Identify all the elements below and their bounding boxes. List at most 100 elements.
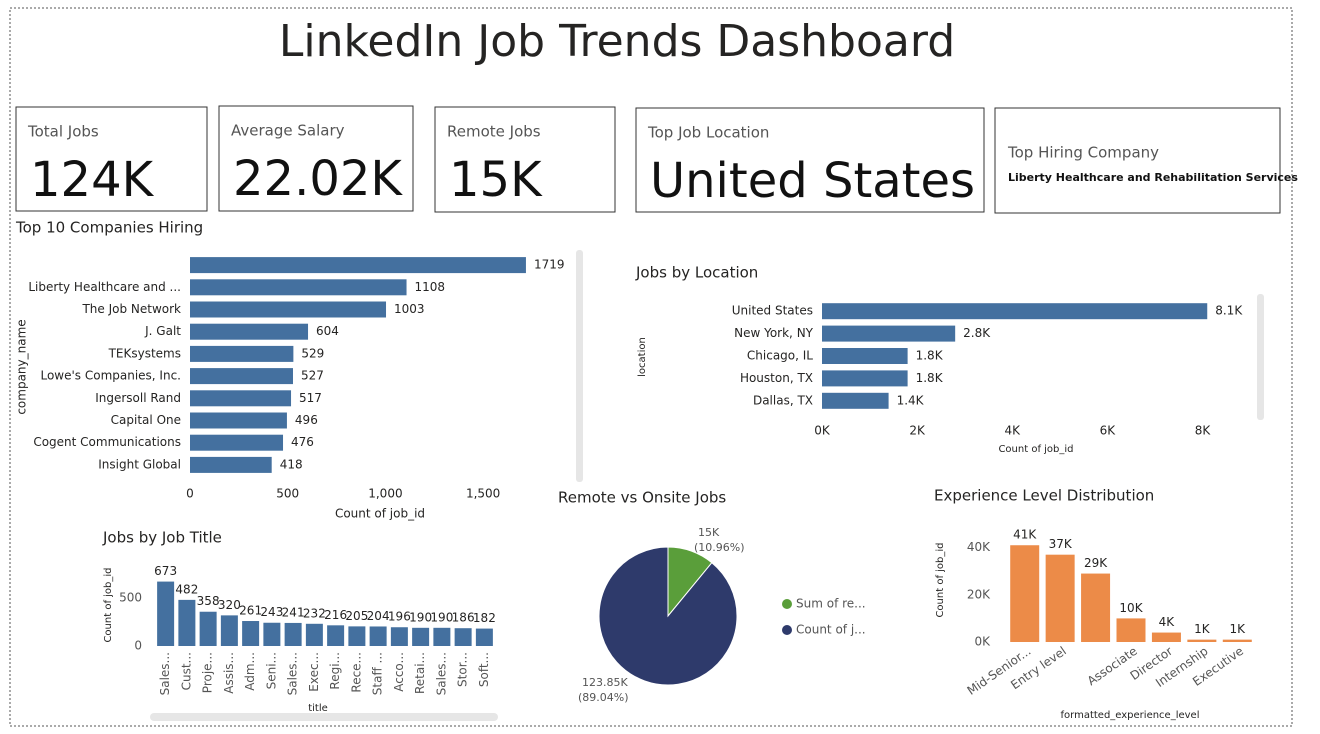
data-label: 476 [291, 435, 314, 449]
chart-title: Top 10 Companies Hiring [15, 219, 203, 237]
category-label: Liberty Healthcare and ... [28, 280, 181, 294]
bar [220, 615, 238, 646]
category-label: Adm... [243, 652, 257, 691]
data-label: 1003 [394, 302, 425, 316]
y-tick-label: 0K [974, 635, 991, 649]
data-label: 517 [299, 391, 322, 405]
category-label: Regi... [328, 652, 342, 690]
bar [190, 456, 272, 473]
category-label: Soft... [477, 652, 491, 687]
bar [190, 301, 387, 318]
category-label: The Job Network [81, 302, 181, 316]
data-label: 10K [1119, 601, 1143, 615]
data-label: 37K [1049, 537, 1073, 551]
bar [433, 627, 451, 646]
data-label: 8.1K [1215, 304, 1243, 318]
scrollbar [1257, 294, 1264, 420]
category-label: Rece... [349, 652, 363, 693]
page-border [9, 7, 1293, 727]
kpi-card [218, 105, 414, 212]
data-label: 4K [1159, 615, 1176, 629]
category-label: Dallas, TX [753, 393, 813, 407]
data-label: 604 [316, 324, 339, 338]
chart-title: Jobs by Location [635, 264, 758, 282]
x-tick-label: 0 [186, 487, 194, 501]
bar [190, 257, 526, 274]
bar [822, 303, 1208, 320]
y-axis-label: Count of job_id [103, 567, 114, 642]
kpi-label: Remote Jobs [447, 123, 541, 141]
category-label: Cogent Communications [33, 435, 181, 449]
bar [822, 348, 908, 364]
bar [305, 623, 323, 646]
y-tick-label: 0 [134, 639, 142, 653]
category-label: Chicago, IL [747, 349, 813, 363]
bar [190, 323, 309, 340]
data-label: 186 [452, 611, 475, 625]
x-tick-label: 1,000 [368, 487, 402, 501]
legend-swatch [782, 625, 792, 635]
bar [242, 621, 260, 646]
data-label: 496 [295, 413, 318, 427]
data-label: 41K [1013, 528, 1037, 542]
bar [157, 581, 175, 646]
bar [475, 628, 493, 646]
data-label: 190 [409, 610, 432, 624]
bar [412, 627, 430, 646]
kpi-card [434, 106, 616, 213]
category-label: Assis... [222, 652, 236, 694]
bar [284, 622, 302, 646]
x-tick-label: 500 [276, 487, 299, 501]
kpi-value: 22.02K [233, 151, 403, 207]
kpi-value: 124K [30, 152, 155, 208]
data-label: 418 [280, 457, 303, 471]
kpi-value: Liberty Healthcare and Rehabilitation Se… [1008, 171, 1298, 184]
kpi-label: Total Jobs [27, 123, 99, 141]
category-label: Proje... [201, 652, 215, 693]
category-label: Houston, TX [740, 371, 813, 385]
data-label: 529 [301, 346, 324, 360]
data-label: 216 [324, 608, 347, 622]
dashboard-title: LinkedIn Job Trends Dashboard [279, 16, 955, 67]
pie-label: 15K [698, 526, 720, 539]
bar [190, 390, 292, 407]
y-tick-label: 40K [967, 540, 991, 554]
bar [1116, 618, 1146, 642]
data-label: 205 [345, 609, 368, 623]
data-label: 182 [473, 611, 496, 625]
data-label: 1K [1230, 622, 1247, 636]
category-label: Capital One [111, 413, 181, 427]
x-axis-label: title [308, 703, 328, 714]
y-axis-label: Count of job_id [935, 542, 946, 617]
legend-label: Sum of re... [796, 597, 866, 611]
y-axis-label: location [637, 337, 648, 377]
category-label: Associate [1085, 644, 1140, 688]
bar [1081, 573, 1111, 642]
category-label: Retai... [413, 652, 427, 694]
pie-percent: (89.04%) [578, 691, 629, 704]
data-label: 1.8K [916, 371, 944, 385]
data-label: 2.8K [963, 326, 991, 340]
bar [327, 625, 345, 646]
bar [1187, 639, 1217, 642]
chart-title: Remote vs Onsite Jobs [558, 489, 726, 507]
kpi-label: Average Salary [231, 122, 345, 140]
category-label: J. Galt [144, 324, 181, 338]
data-label: 1.4K [897, 393, 925, 407]
x-axis-label: Count of job_id [335, 507, 425, 521]
kpi-label: Top Hiring Company [1007, 144, 1159, 162]
kpi-label: Top Job Location [647, 124, 769, 142]
data-label: 320 [218, 598, 241, 612]
data-label: 241 [282, 605, 305, 619]
category-label: Insight Global [98, 457, 181, 471]
data-label: 1.8K [916, 349, 944, 363]
kpi-card [15, 106, 208, 212]
data-label: 1108 [415, 280, 446, 294]
scrollbar [150, 713, 498, 721]
category-label: Ingersoll Rand [95, 391, 181, 405]
data-label: 1K [1194, 622, 1211, 636]
bar [1045, 554, 1075, 642]
x-axis-label: formatted_experience_level [1061, 710, 1200, 721]
category-label: Cust... [179, 652, 193, 690]
y-axis-label: company_name [15, 319, 29, 414]
